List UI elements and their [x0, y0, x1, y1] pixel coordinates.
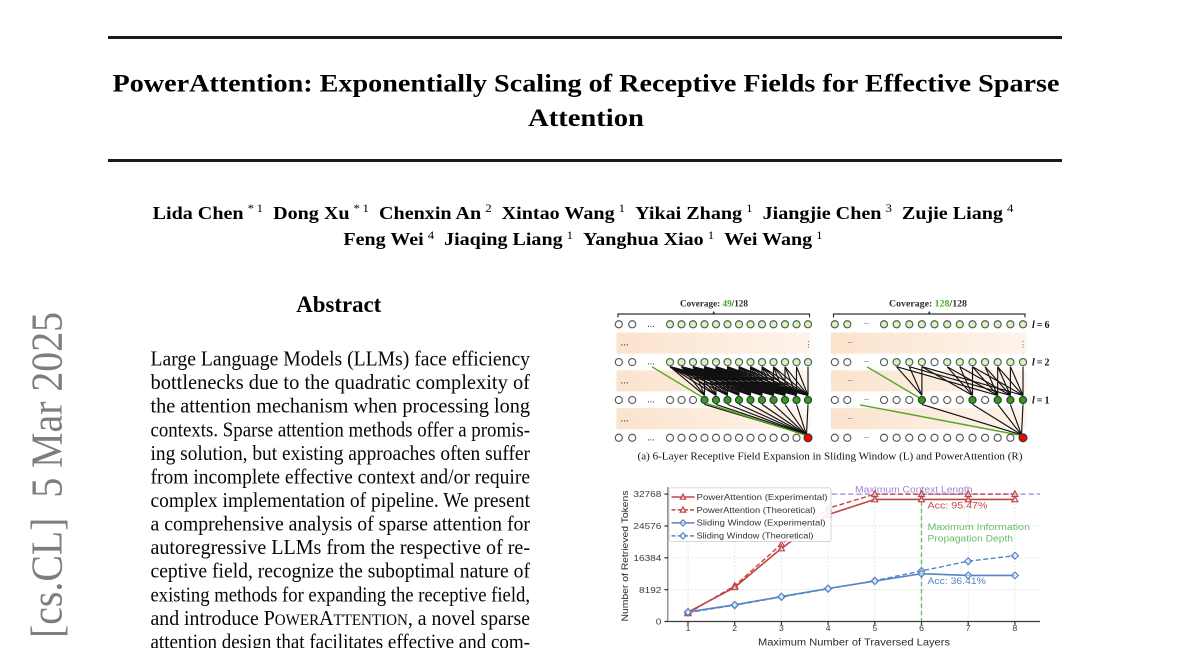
svg-text:attention design that facilita: attention design that facilitates effect…: [151, 629, 531, 648]
svg-text:PowerAttention (Experimental): PowerAttention (Experimental): [697, 493, 828, 502]
svg-text:–: –: [847, 412, 853, 422]
svg-text:...: ...: [647, 432, 655, 443]
svg-text:5: 5: [872, 623, 877, 633]
svg-text:⋮: ⋮: [805, 339, 813, 348]
svg-text:Propagation Depth: Propagation Depth: [928, 533, 1014, 544]
svg-text:3: 3: [779, 623, 784, 633]
svg-text:–: –: [847, 374, 853, 384]
svg-text:...: ...: [621, 337, 630, 349]
svg-text:Number of Retrieved Tokens: Number of Retrieved Tokens: [620, 490, 630, 622]
svg-text:6: 6: [919, 623, 924, 633]
svg-text:(a) 6-Layer Receptive Field Ex: (a) 6-Layer Receptive Field Expansion in…: [638, 451, 1023, 462]
svg-text:Maximum Context Length: Maximum Context Length: [855, 485, 973, 496]
svg-text:–: –: [847, 337, 853, 347]
svg-text:–: –: [863, 318, 869, 328]
svg-text:contexts. Sparse attention met: contexts. Sparse attention methods offer…: [151, 417, 531, 441]
svg-text:Maximum Number of Traversed La: Maximum Number of Traversed Layers: [758, 637, 950, 648]
svg-text:...: ...: [647, 319, 655, 330]
svg-text:Coverage: 49/128: Coverage: 49/128: [680, 299, 748, 309]
svg-text:Large Language Models (LLMs) f: Large Language Models (LLMs) face effici…: [151, 347, 531, 371]
svg-text:...: ...: [647, 395, 655, 406]
svg-text:complex implementation of pipe: complex implementation of pipeline. We p…: [151, 488, 531, 512]
svg-text:l = 2: l = 2: [1032, 358, 1049, 369]
svg-text:Abstract: Abstract: [296, 292, 381, 318]
svg-text:...: ...: [647, 357, 655, 368]
svg-text:and introduce POWERATTENTION,: and introduce POWERATTENTION, a novel sp…: [151, 606, 531, 630]
svg-text:...: ...: [621, 412, 630, 424]
svg-text:autoregressive LLMs from the r: autoregressive LLMs from the respective …: [151, 535, 531, 559]
svg-text:l = 1: l = 1: [1032, 396, 1049, 407]
svg-text:32768: 32768: [633, 489, 661, 499]
svg-text:–: –: [863, 394, 869, 404]
svg-text:–: –: [863, 432, 869, 442]
svg-text:2: 2: [732, 623, 737, 633]
svg-text:bottlenecks due to the quadrat: bottlenecks due to the quadratic complex…: [151, 370, 531, 394]
svg-text:a comprehensive analysis of sp: a comprehensive analysis of sparse atten…: [151, 512, 531, 536]
svg-text:PowerAttention (Theoretical): PowerAttention (Theoretical): [697, 506, 816, 515]
svg-text:ing solution, but existing app: ing solution, but existing approaches of…: [151, 441, 531, 465]
svg-text:...: ...: [621, 375, 630, 387]
svg-text:16384: 16384: [633, 553, 661, 563]
svg-text:0: 0: [656, 617, 662, 627]
svg-text:existing methods for expanding: existing methods for expanding the recep…: [151, 582, 531, 606]
svg-text:Acc: 95.47%: Acc: 95.47%: [928, 499, 988, 510]
svg-text:Attention: Attention: [528, 104, 644, 132]
svg-text:l = 6: l = 6: [1032, 320, 1049, 331]
svg-text:Sliding Window (Theoretical): Sliding Window (Theoretical): [697, 532, 814, 541]
svg-text:[cs.CL] 5 Mar 2025: [cs.CL] 5 Mar 2025: [22, 312, 72, 638]
svg-text:Sliding Window (Experimental): Sliding Window (Experimental): [697, 519, 826, 528]
svg-text:Acc: 36.41%: Acc: 36.41%: [928, 575, 986, 586]
svg-text:7: 7: [966, 623, 971, 633]
svg-text:Maximum Information: Maximum Information: [928, 522, 1031, 533]
svg-text:ceptive field, recognize the s: ceptive field, recognize the suboptimal …: [151, 559, 531, 583]
svg-text:4: 4: [826, 623, 831, 633]
svg-text:8: 8: [1013, 623, 1018, 633]
svg-text:24576: 24576: [633, 521, 661, 531]
svg-text:the attention mechanism when p: the attention mechanism when processing …: [151, 394, 531, 418]
svg-text:1: 1: [686, 623, 691, 633]
svg-text:⋮: ⋮: [1019, 339, 1027, 348]
svg-text:–: –: [863, 356, 869, 366]
svg-text:from incomplete effective cont: from incomplete effective context and/or…: [151, 465, 531, 489]
svg-text:8192: 8192: [639, 585, 662, 595]
svg-text:PowerAttention: Exponentially: PowerAttention: Exponentially Scaling of…: [113, 70, 1060, 98]
svg-text:Coverage: 128/128: Coverage: 128/128: [889, 299, 968, 309]
